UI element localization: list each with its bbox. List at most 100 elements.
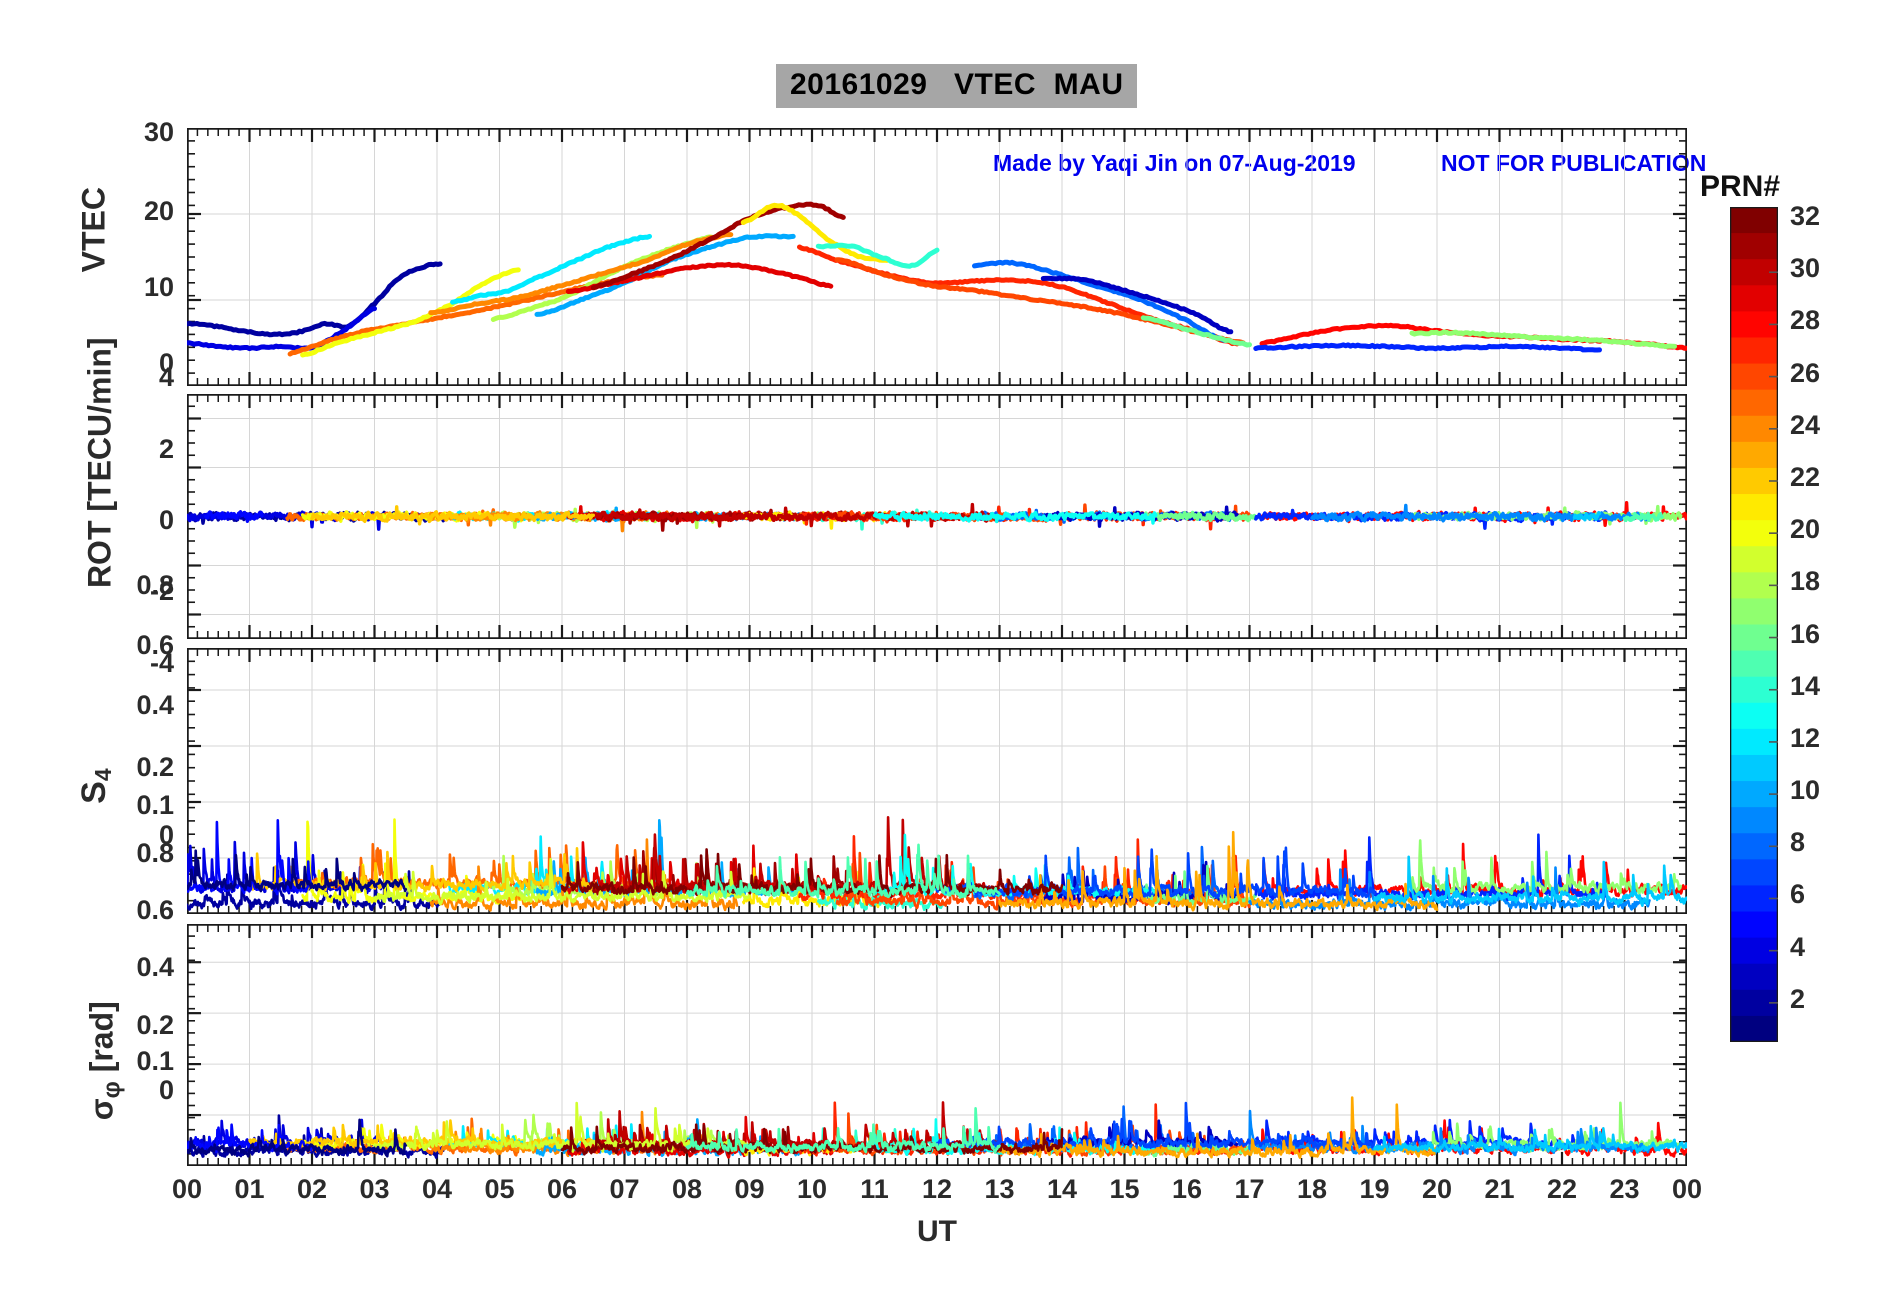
tick-label: -2	[149, 576, 174, 606]
tick-label: 03	[359, 1174, 390, 1204]
vtec-trace-prn-4	[187, 306, 377, 352]
tick-label: 0.4	[136, 690, 174, 720]
tick-label: 00	[171, 1174, 203, 1204]
tick-label: 0.8	[136, 570, 174, 600]
colorbar-tick-label: 12	[1790, 722, 1821, 753]
rot-trace-prn-13	[872, 510, 1158, 525]
tick-label: 19	[1359, 1174, 1390, 1204]
tick-label: 20	[143, 196, 174, 226]
tick-label: 0.6	[136, 630, 174, 660]
tick-label: -4	[149, 648, 174, 678]
vtec-trace-prn-21	[740, 202, 890, 263]
s4-trace-prn-2	[187, 866, 445, 911]
tick-label: 00	[1671, 1174, 1703, 1204]
colorbar-tick-label: 4	[1790, 931, 1806, 962]
s4-trace-prn-15	[685, 843, 1001, 899]
vtec-trace-prn-17	[1409, 329, 1677, 349]
tick-label: 05	[484, 1174, 515, 1204]
panel-s4	[187, 648, 1687, 914]
tick-label: 0.1	[136, 1046, 174, 1076]
tick-label: 0	[158, 1075, 174, 1105]
rot-trace-prn-5	[204, 510, 264, 523]
tick-label: 14	[1046, 1174, 1078, 1204]
tick-label: 30	[143, 117, 174, 147]
colorbar-tick-label: 6	[1790, 879, 1806, 910]
vtec-trace-prn-14	[815, 242, 940, 269]
ylabel-vtec: VTEC	[75, 187, 112, 273]
tick-label: 0	[158, 348, 174, 378]
tick-label: 4	[158, 362, 174, 392]
s4-trace-prn-11	[1373, 855, 1687, 907]
tick-label: 17	[1234, 1174, 1265, 1204]
tick-label: 04	[421, 1174, 453, 1204]
vtec-trace-prn-3	[1040, 275, 1234, 335]
tick-label: 22	[1546, 1174, 1578, 1204]
vtec-trace-prn-20	[300, 267, 521, 358]
tick-label: 16	[1171, 1174, 1203, 1204]
sigma_phi-trace-prn-23	[998, 1096, 1439, 1159]
colorbar-tick-label: 2	[1790, 983, 1806, 1014]
tick-label: 07	[609, 1174, 640, 1204]
s4-trace-prn-17	[1410, 839, 1682, 896]
tick-label: 0.1	[136, 790, 174, 820]
tick-label: 13	[984, 1174, 1015, 1204]
tick-label: 11	[860, 1174, 889, 1204]
colorbar-tick-label: 14	[1790, 670, 1821, 701]
tick-label: 0.2	[136, 1010, 174, 1040]
vtec-trace-prn-2	[187, 261, 443, 338]
rot-trace-prn-15	[1622, 511, 1664, 523]
tick-label: 0.6	[136, 895, 174, 925]
rot-trace-prn-22	[310, 505, 595, 526]
panel-sigma-phi	[187, 924, 1687, 1166]
rot-trace-prn-16	[1141, 510, 1258, 523]
panel-rot	[187, 394, 1687, 639]
tick-label: 0.2	[136, 752, 174, 782]
colorbar-tick-label: 28	[1790, 305, 1821, 336]
colorbar-tick-label: 32	[1790, 201, 1821, 232]
vtec-trace-prn-29	[565, 261, 834, 294]
tick-label: 0.4	[136, 952, 174, 982]
vtec-trace-prn-12	[450, 233, 652, 305]
tick-label: 02	[296, 1174, 328, 1204]
vtec-trace-prn-16	[1140, 315, 1252, 348]
colorbar-tick-label: 30	[1790, 253, 1821, 284]
colorbar-tick-label: 20	[1790, 514, 1821, 545]
colorbar-tick-label: 16	[1790, 618, 1821, 649]
colorbar-tick-label: 10	[1790, 775, 1821, 806]
figure-title: 20161029 VTEC MAU	[776, 64, 1138, 108]
tick-label: 2	[158, 434, 174, 464]
colorbar	[1730, 207, 1778, 1042]
tick-label: 15	[1109, 1174, 1140, 1204]
tick-label: 21	[1484, 1174, 1515, 1204]
sigma_phi-trace-prn-7	[935, 1101, 1376, 1152]
sigma_phi-trace-prn-1	[187, 1118, 408, 1158]
tick-label: 12	[921, 1174, 953, 1204]
s4-trace-prn-23	[998, 830, 1439, 912]
tick-label: 10	[796, 1174, 828, 1204]
colorbar-title: PRN#	[1700, 170, 1781, 203]
vtec-trace-prn-8	[972, 259, 1227, 343]
colorbar-tick-label: 22	[1790, 461, 1821, 492]
tick-label: 0	[158, 820, 174, 850]
tick-label: 09	[734, 1174, 765, 1204]
colorbar-tick-label: 24	[1790, 409, 1821, 440]
sigma_phi-trace-prn-15	[685, 1107, 1001, 1154]
panel-vtec	[187, 128, 1687, 386]
tick-label: 20	[1421, 1174, 1453, 1204]
vtec-trace-prn-6	[1253, 342, 1602, 353]
colorbar-tick-label: 18	[1790, 566, 1821, 597]
s4-trace-prn-19	[373, 857, 751, 906]
sigma_phi-trace-prn-19	[373, 1101, 751, 1153]
s4-trace-prn-28	[1260, 842, 1687, 899]
sigma_phi-trace-prn-11	[1373, 1124, 1687, 1154]
colorbar-tick-label: 26	[1790, 357, 1821, 388]
vtec-trace-prn-31	[590, 201, 846, 291]
tick-label: 0.8	[136, 838, 174, 868]
tick-label: 23	[1609, 1174, 1640, 1204]
tick-label: 08	[671, 1174, 703, 1204]
colorbar-tick-label: 8	[1790, 827, 1806, 858]
vtec-trace-prn-24	[428, 232, 734, 316]
tick-label: 10	[143, 272, 174, 302]
tick-label: 01	[234, 1174, 265, 1204]
